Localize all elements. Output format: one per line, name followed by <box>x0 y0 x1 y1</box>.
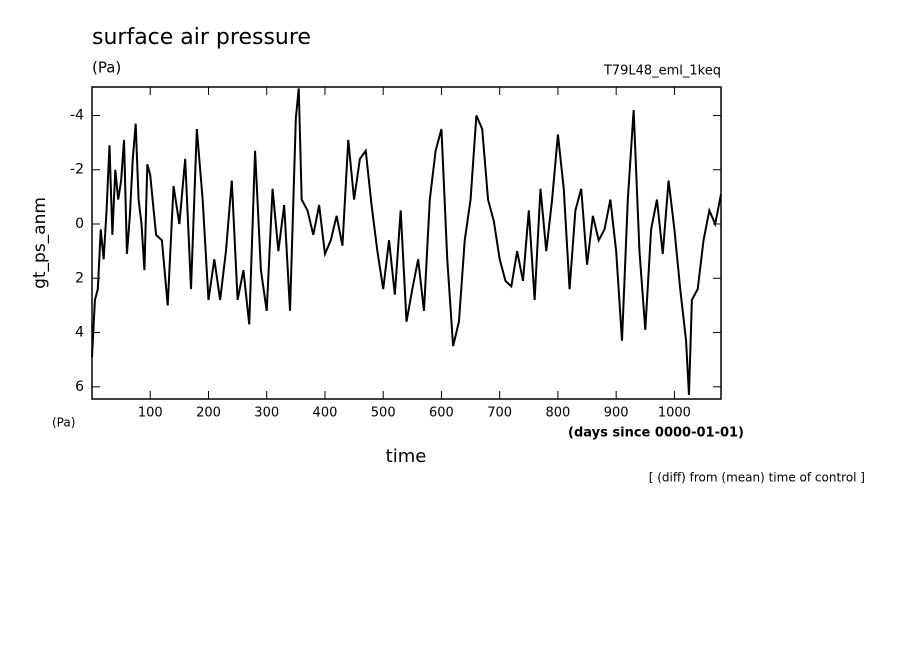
y-tick-label: 0 <box>75 216 84 232</box>
y-tick-label: -2 <box>70 162 84 178</box>
data-line <box>91 88 722 395</box>
x-tick-label: 500 <box>371 406 396 421</box>
x-tick-label: 1000 <box>658 406 691 421</box>
x-tick-label: 400 <box>313 406 338 421</box>
x-tick-label: 800 <box>546 406 571 421</box>
y-tick-label: 4 <box>75 325 84 341</box>
x-tick-label: 200 <box>196 406 221 421</box>
y-tick-label: 6 <box>75 379 84 395</box>
x-axis-title: time <box>386 446 427 467</box>
x-tick-label: 600 <box>429 406 454 421</box>
plot-frame <box>91 86 722 400</box>
y-tick-label: 2 <box>75 270 84 286</box>
y-unit-label: (Pa) <box>52 416 75 430</box>
y-axis-title: gt_ps_anm <box>30 197 50 289</box>
x-tick-label: 900 <box>604 406 629 421</box>
experiment-label: T79L48_eml_1keq <box>603 64 721 79</box>
x-unit-label: (days since 0000-01-01) <box>568 426 744 441</box>
y-tick-label: -4 <box>70 107 84 123</box>
note: [ (diff) from (mean) time of control ] <box>649 471 865 485</box>
x-tick-label: 300 <box>254 406 279 421</box>
chart-title: surface air pressure <box>92 25 311 50</box>
x-tick-label: 100 <box>138 406 163 421</box>
x-tick-label: 700 <box>487 406 512 421</box>
unit-label: (Pa) <box>92 59 121 77</box>
